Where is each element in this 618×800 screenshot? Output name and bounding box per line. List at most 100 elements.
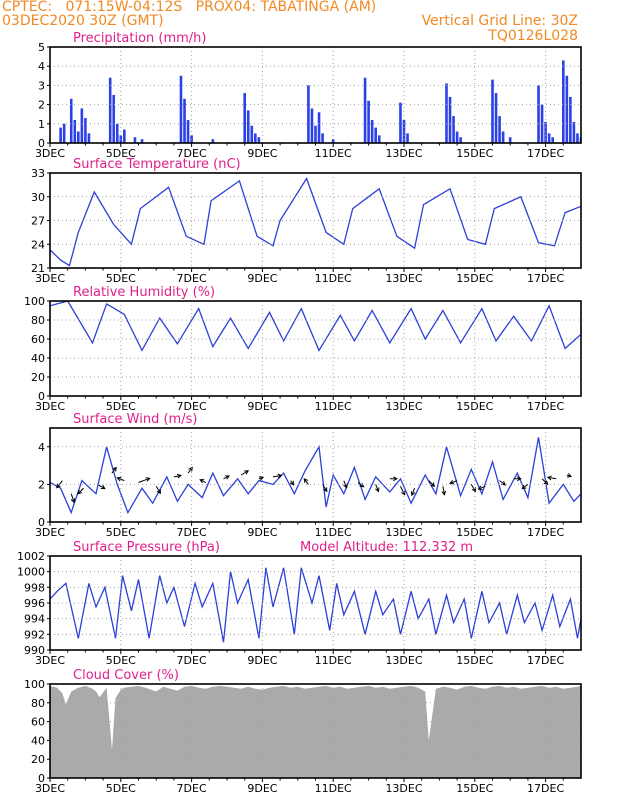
- wind-arrow-head: [303, 477, 309, 483]
- wind-arrow: [428, 480, 435, 487]
- wind-arrow-head: [543, 480, 549, 486]
- precip-bar: [62, 123, 66, 143]
- y-tick-label: 4: [38, 441, 45, 454]
- series-line: [50, 567, 581, 643]
- x-tick-label: 3DEC: [35, 654, 65, 667]
- x-tick-label: 15DEC: [456, 654, 493, 667]
- y-tick-label: 990: [24, 644, 45, 657]
- precip-bar: [310, 108, 314, 143]
- x-tick-label: 15DEC: [456, 526, 493, 539]
- precip-bar: [569, 96, 572, 143]
- wind-arrow-head: [546, 475, 552, 481]
- y-tick-label: 5: [38, 41, 45, 54]
- y-tick-label: 1000: [17, 566, 45, 579]
- x-tick-label: 5DEC: [106, 782, 136, 795]
- x-tick-label: 17DEC: [527, 400, 564, 413]
- wind-arrow-head: [70, 498, 76, 504]
- data-layer: [50, 685, 581, 778]
- precip-bar: [69, 98, 73, 143]
- wind-arrow: [411, 487, 416, 496]
- y-tick-label: 2: [38, 99, 45, 112]
- data-layer: [59, 60, 586, 143]
- wind-arrow-head: [323, 487, 328, 493]
- x-tick-label: 13DEC: [385, 782, 422, 795]
- precip-bar: [583, 139, 586, 143]
- precip-bar: [377, 135, 381, 143]
- x-tick-label: 13DEC: [385, 526, 422, 539]
- wind-arrow: [223, 475, 230, 480]
- wind-arrow: [97, 483, 106, 490]
- x-tick-label: 3DEC: [35, 147, 65, 160]
- y-tick-label: 40: [31, 352, 45, 365]
- series-line: [50, 437, 581, 515]
- panel-title: Surface Temperature (nC): [73, 157, 241, 172]
- x-tick-label: 15DEC: [456, 147, 493, 160]
- data-layer: [50, 177, 581, 267]
- precip-bar: [246, 110, 250, 143]
- x-tick-label: 5DEC: [106, 654, 136, 667]
- x-tick-label: 3DEC: [35, 782, 65, 795]
- x-tick-label: 5DEC: [106, 272, 136, 285]
- y-tick-label: 0: [38, 516, 45, 529]
- chart-header: CPTEC: 071:15W-04:12S PROX04: TABATINGA …: [0, 0, 618, 46]
- wind-arrow-head: [289, 480, 295, 486]
- x-tick-label: 17DEC: [527, 526, 564, 539]
- wind-arrow-head: [259, 476, 265, 481]
- wind-arrow-head: [393, 476, 398, 482]
- panel-humidity: Relative Humidity (%) 0 20 40 60 80 100 3DEC 5DE…: [24, 285, 582, 413]
- wind-arrow: [541, 478, 549, 485]
- precip-bar: [565, 75, 569, 143]
- y-tick-label: 4: [38, 60, 45, 73]
- wind-arrow: [77, 487, 84, 495]
- wind-arrow: [138, 477, 150, 483]
- data-layer: [50, 301, 581, 352]
- wind-arrow-head: [471, 487, 476, 493]
- wind-arrow-head: [112, 466, 117, 472]
- wind-arrow: [56, 480, 63, 488]
- wind-arrow-head: [156, 489, 161, 495]
- precip-bar: [307, 85, 310, 143]
- x-tick-label: 5DEC: [106, 526, 136, 539]
- x-tick-label: 11DEC: [315, 654, 352, 667]
- wind-arrow-head: [145, 477, 151, 482]
- wind-arrow-head: [567, 473, 573, 478]
- x-tick-label: 11DEC: [315, 147, 352, 160]
- x-tick-label: 13DEC: [385, 147, 422, 160]
- x-tick-label: 9DEC: [247, 526, 277, 539]
- precip-bar: [455, 131, 459, 143]
- precip-bar: [243, 93, 246, 143]
- x-tick-label: 7DEC: [177, 147, 207, 160]
- x-tick-label: 11DEC: [315, 526, 352, 539]
- x-tick-label: 11DEC: [315, 400, 352, 413]
- wind-arrow: [499, 480, 506, 486]
- y-tick-label: 60: [31, 333, 45, 346]
- vertical-grid-note: Vertical Grid Line: 30Z: [421, 13, 578, 29]
- wind-arrow: [117, 477, 125, 482]
- y-tick-label: 30: [31, 191, 45, 204]
- wind-arrow: [240, 470, 249, 476]
- y-tick-label: 24: [31, 238, 45, 251]
- precip-bar: [572, 121, 576, 143]
- panel-title: Precipitation (mm/h): [73, 31, 206, 46]
- y-tick-label: 60: [31, 716, 45, 729]
- wind-arrow-head: [449, 480, 455, 485]
- x-tick-label: 17DEC: [527, 272, 564, 285]
- wind-arrow-head: [516, 476, 522, 482]
- wind-arrow-head: [430, 482, 436, 487]
- panel-frame: [49, 427, 582, 523]
- wind-arrow: [357, 482, 364, 488]
- precip-bar: [80, 108, 84, 143]
- precip-bar: [321, 133, 324, 143]
- x-tick-label: 13DEC: [385, 400, 422, 413]
- y-tick-label: 2: [38, 478, 45, 491]
- model-code: TQ0126L028: [488, 28, 578, 44]
- x-tick-label: 7DEC: [177, 782, 207, 795]
- model-altitude: Model Altitude: 112.332 m: [300, 540, 473, 555]
- wind-arrow-head: [116, 476, 122, 482]
- x-tick-label: 9DEC: [247, 654, 277, 667]
- panel-precipitation: Precipitation (mm/h) 0 1 2 3 4 5 3DEC 5DEC 7DEC 9D…: [35, 31, 586, 160]
- wind-arrow-head: [375, 487, 380, 493]
- series-line: [50, 177, 581, 267]
- precip-bar: [59, 127, 62, 143]
- x-tick-label: 15DEC: [456, 272, 493, 285]
